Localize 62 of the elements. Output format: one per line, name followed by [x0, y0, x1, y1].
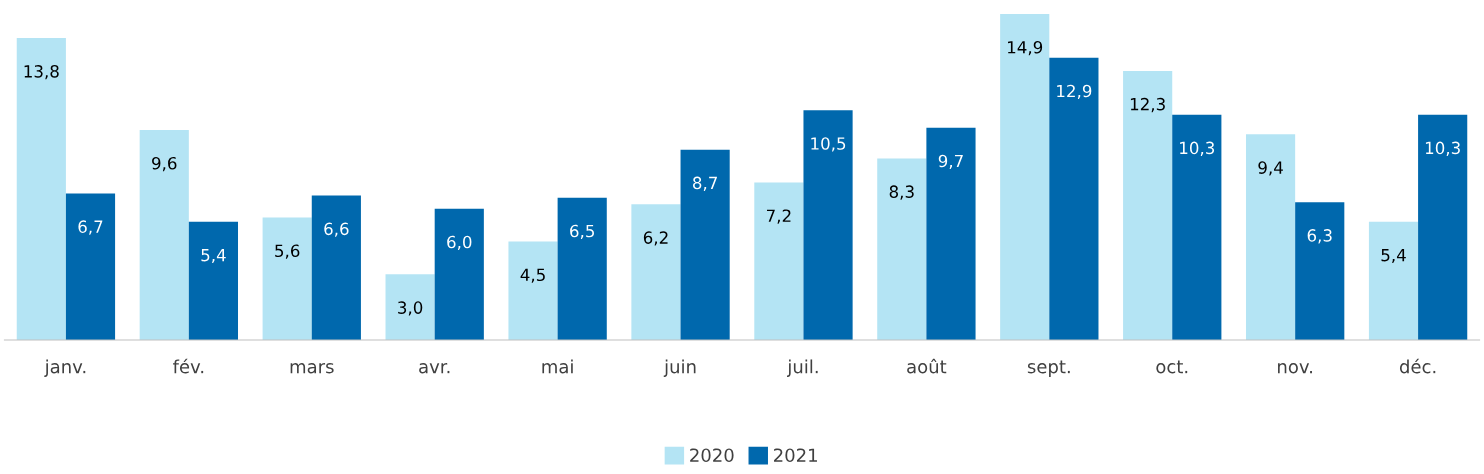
bar: [1295, 202, 1345, 340]
data-label: 9,4: [1258, 161, 1283, 176]
bar: [926, 127, 976, 340]
x-tick-label: sept.: [1027, 360, 1070, 377]
bar: [1123, 70, 1173, 340]
bar: [508, 241, 558, 340]
data-label: 9,6: [152, 156, 177, 172]
bar: [680, 149, 730, 340]
bar: [139, 129, 189, 340]
data-label: 8,3: [889, 185, 914, 200]
x-tick-label: avr.: [419, 363, 450, 374]
legend-label: 2020: [690, 448, 734, 463]
data-label: 8,7: [693, 176, 717, 191]
data-label: 5,6: [275, 244, 300, 259]
bar: [803, 110, 853, 340]
x-tick-label: mars: [290, 363, 334, 374]
x-tick-label: août: [907, 358, 947, 374]
x-tick-label: déc.: [1399, 358, 1436, 374]
bar: [262, 217, 312, 340]
legend-label: 2021: [774, 448, 817, 463]
bar: [631, 204, 681, 340]
bar: [1368, 221, 1419, 340]
bar: [16, 38, 66, 340]
x-tick-label: janv.: [44, 359, 86, 377]
x-tick-label: nov.: [1278, 363, 1312, 374]
bar: [754, 182, 804, 340]
data-label: 6,0: [447, 235, 472, 250]
data-label: 6,2: [643, 231, 668, 246]
bar: [1418, 114, 1468, 340]
data-label: 13,8: [24, 65, 59, 80]
data-label: 12,9: [1057, 84, 1092, 100]
bar: [1245, 134, 1296, 340]
data-label: 5,4: [1381, 249, 1406, 264]
data-label: 14,9: [1008, 40, 1043, 56]
data-label: 6,6: [324, 222, 349, 237]
x-tick-label: fév.: [173, 358, 204, 374]
data-label: 6,3: [1307, 229, 1332, 244]
bar: [65, 193, 116, 340]
data-label: 10,3: [1180, 141, 1215, 156]
bar: [434, 208, 484, 340]
data-label: 10,5: [811, 137, 846, 152]
data-label: 7,2: [766, 209, 791, 224]
bar: [557, 197, 607, 340]
bar: [385, 274, 435, 340]
data-label: 6,7: [78, 220, 103, 235]
data-label: 12,3: [1130, 97, 1165, 113]
x-tick-label: oct.: [1156, 360, 1188, 374]
data-label: 5,4: [201, 249, 226, 264]
bar: [188, 221, 239, 340]
bar: [1172, 114, 1222, 340]
x-tick-label: juin: [663, 359, 696, 377]
bar: [1000, 14, 1050, 340]
data-label: 9,7: [938, 154, 963, 170]
bar: [1049, 57, 1099, 340]
data-label: 6,5: [570, 224, 594, 240]
bar: [877, 158, 927, 340]
data-label: 4,5: [520, 268, 545, 283]
x-tick-label: juil.: [787, 359, 818, 377]
bar: [311, 195, 361, 340]
x-tick-label: mai: [542, 359, 573, 374]
data-label: 10,3: [1425, 141, 1460, 156]
data-label: 3,0: [398, 301, 423, 316]
